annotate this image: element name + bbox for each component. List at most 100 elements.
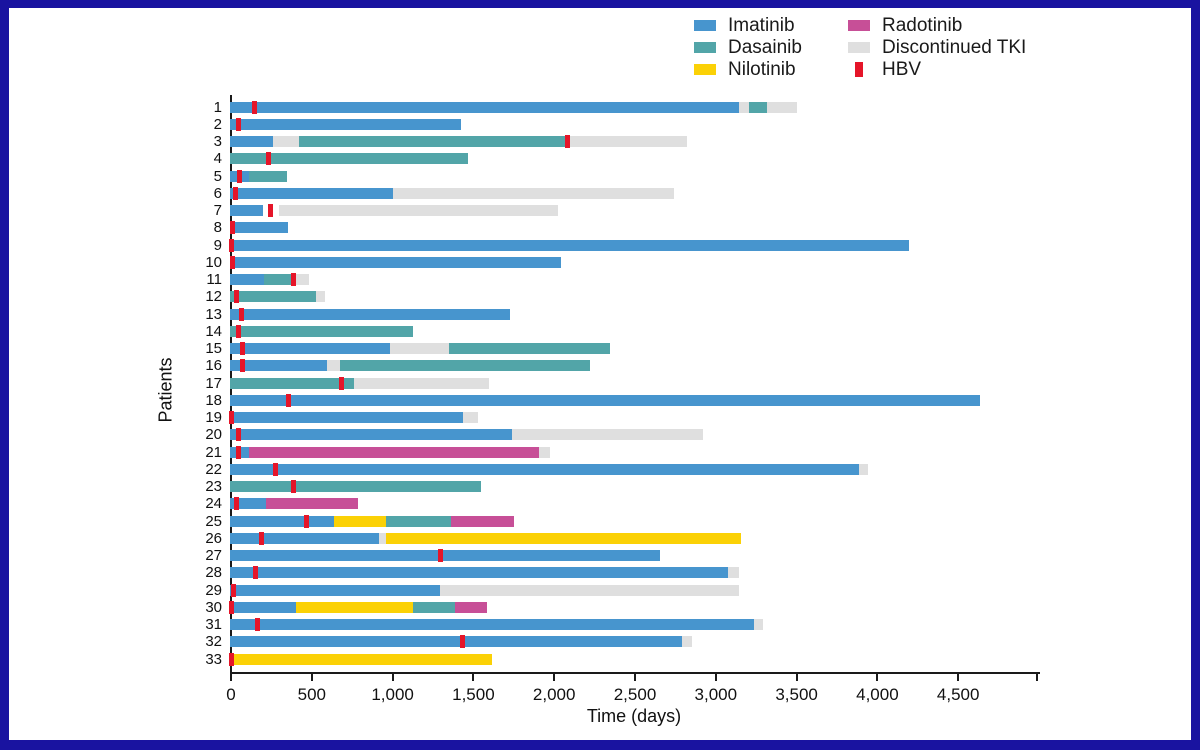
x-axis-tick-label: 2,000: [532, 685, 576, 704]
bar-segment-discontinued: [511, 429, 704, 441]
bar-segment-imatinib: [230, 532, 380, 544]
bar-segment-imatinib: [230, 136, 273, 147]
patient-label: 22: [205, 460, 222, 478]
patient-label: 27: [205, 547, 222, 564]
hbv-tick: [238, 307, 244, 321]
hbv-tick: [259, 531, 264, 545]
bar-segment-discontinued: [567, 136, 688, 147]
bar-segment-radotinib: [454, 601, 487, 613]
patient-label: 33: [205, 650, 222, 668]
patient-label: 15: [205, 340, 222, 357]
bar-segment-imatinib: [230, 118, 462, 130]
bar-segment-dasainib: [230, 481, 482, 492]
hbv-tick: [229, 600, 235, 614]
patient-label: 30: [205, 598, 222, 616]
legend-swatch-dasainib: [694, 42, 716, 53]
patient-label: 8: [213, 219, 222, 237]
bar-segment-imatinib: [230, 256, 562, 268]
hbv-tick: [251, 100, 257, 114]
bar-segment-dasainib: [412, 601, 455, 613]
bar-segment-discontinued: [858, 463, 869, 475]
patient-label: 21: [205, 443, 222, 461]
hbv-tick: [236, 117, 242, 131]
patient-label: 29: [205, 581, 222, 599]
bar-segment-discontinued: [727, 567, 740, 579]
x-axis-tick: [553, 674, 556, 681]
x-axis-tick: [795, 674, 798, 681]
bar-segment-nilotinib: [233, 653, 492, 665]
bar-segment-discontinued: [379, 532, 386, 544]
bar-segment-imatinib: [230, 308, 510, 320]
hbv-tick: [235, 324, 241, 338]
hbv-tick: [236, 428, 242, 442]
bar-segment-imatinib: [230, 636, 683, 648]
bar-segment-dasainib: [448, 343, 610, 354]
x-axis-tick-label: 0: [226, 685, 236, 704]
patient-label: 10: [205, 253, 222, 271]
hbv-tick: [460, 635, 466, 649]
y-axis-title: Patients: [155, 357, 176, 423]
legend-swatch-discontinued-tki: [848, 42, 870, 53]
hbv-tick: [254, 618, 260, 631]
x-axis-tick-label: 1,000: [371, 685, 414, 704]
bar-segment-dasainib: [248, 170, 288, 182]
hbv-tick: [565, 135, 571, 148]
bar-segment-dasainib: [385, 515, 452, 527]
bar-segment-radotinib: [265, 498, 358, 510]
legend-label: Discontinued TKI: [882, 37, 1027, 58]
bar-segment-dasainib: [299, 136, 568, 147]
x-axis-tick: [957, 674, 960, 681]
bar-segment-imatinib: [230, 239, 909, 251]
patient-label: 25: [205, 512, 222, 530]
bar-segment-dasainib: [339, 360, 591, 372]
x-axis-tick-label: 4,000: [856, 685, 899, 704]
hbv-tick: [229, 255, 235, 269]
bar-segment-discontinued: [739, 101, 749, 113]
patient-label: 14: [205, 322, 222, 340]
hbv-tick: [233, 186, 239, 200]
hbv-tick: [235, 445, 241, 459]
hbv-tick: [252, 566, 258, 580]
bar-segment-discontinued: [294, 274, 310, 285]
bar-segment-imatinib: [230, 101, 740, 113]
legend-label: Imatinib: [728, 15, 795, 36]
legend-swatch-hbv: [855, 62, 863, 77]
bar-segment-imatinib: [230, 550, 660, 561]
bar-segment-imatinib: [230, 498, 266, 510]
patient-label: 3: [213, 133, 222, 150]
bar-segment-radotinib: [451, 515, 515, 527]
patient-label: 7: [213, 202, 222, 219]
bar-segment-imatinib: [230, 567, 728, 579]
bar-segment-nilotinib: [296, 601, 413, 613]
x-axis-tick: [472, 674, 475, 681]
hbv-tick: [267, 204, 273, 217]
patient-label: 26: [205, 529, 222, 547]
x-axis-tick: [876, 674, 879, 681]
bar-segment-discontinued: [279, 205, 559, 216]
patient-label: 17: [205, 374, 222, 392]
hbv-tick: [290, 273, 296, 286]
x-axis-tick: [230, 674, 232, 681]
bar-segment-nilotinib: [334, 515, 386, 527]
x-axis-tick: [391, 674, 394, 681]
bar-segment-imatinib: [230, 187, 394, 199]
bar-segment-imatinib: [230, 274, 264, 285]
bar-segment-discontinued: [315, 291, 325, 303]
patient-label: 11: [206, 271, 222, 288]
patient-label: 12: [205, 288, 222, 306]
legend-swatch-nilotinib: [694, 64, 716, 75]
hbv-tick: [239, 342, 245, 355]
bar-segment-discontinued: [272, 136, 300, 147]
bar-segment-imatinib: [230, 412, 463, 423]
bar-segment-discontinued: [326, 360, 340, 372]
hbv-tick: [230, 583, 236, 597]
legend: Imatinib Dasainib Nilotinib Radotinib Discon…: [9, 8, 1191, 98]
hbv-tick: [239, 359, 245, 373]
bar-segment-imatinib: [230, 601, 297, 613]
bar-segment-radotinib: [249, 446, 539, 458]
x-axis-tick: [634, 674, 636, 681]
hbv-tick: [233, 497, 239, 511]
legend-swatch-imatinib: [694, 20, 716, 31]
patient-label: 32: [205, 633, 222, 651]
legend-label: Radotinib: [882, 15, 963, 36]
